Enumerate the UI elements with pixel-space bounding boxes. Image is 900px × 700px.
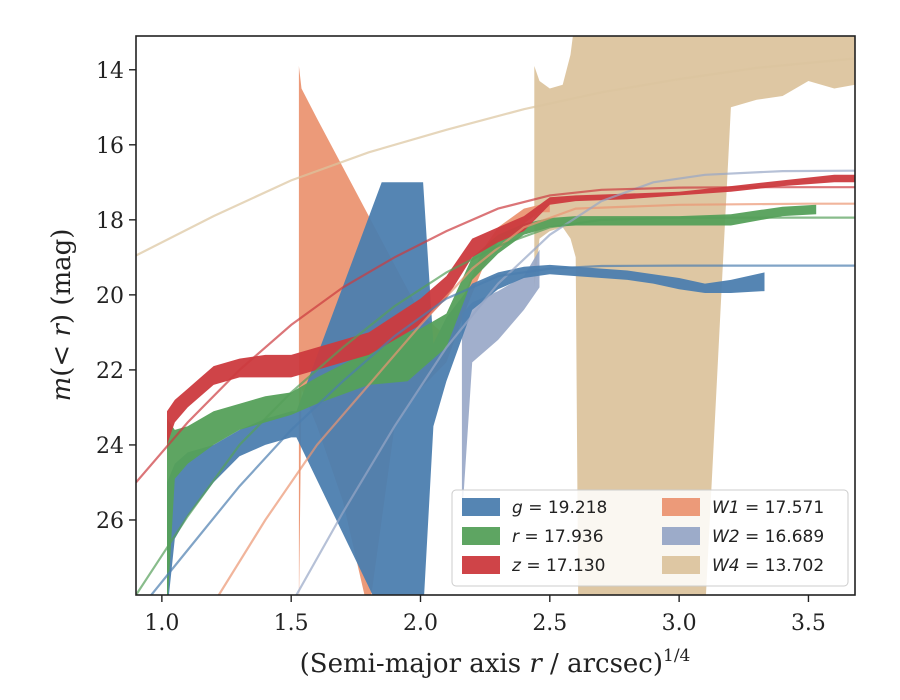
band-fill-w4 xyxy=(534,36,855,595)
legend-label: W2 = 16.689 xyxy=(712,527,824,547)
legend-item-z: z = 17.130 xyxy=(462,556,605,576)
legend-label: r = 17.936 xyxy=(512,527,604,547)
legend-band-value: = 17.571 xyxy=(740,498,825,518)
model-curve-g xyxy=(149,264,855,595)
legend-box xyxy=(451,489,849,587)
legend-item-w4: W4 = 13.702 xyxy=(662,556,824,576)
band-fill-r xyxy=(167,204,817,595)
x-tick-label: 2.5 xyxy=(532,611,567,636)
x-axis-title-suffix: / arcsec) xyxy=(542,649,663,679)
band-fills xyxy=(167,36,855,595)
x-axis-ticks: 1.0 1.5 2.0 2.5 3.0 3.5 xyxy=(144,595,826,636)
legend-band-name: W4 xyxy=(712,556,740,576)
legend-band-name: z xyxy=(511,556,522,576)
legend-band-value: = 13.702 xyxy=(740,556,825,576)
y-axis-ticks: 14 16 18 20 22 24 26 xyxy=(96,59,136,534)
model-curve-w2 xyxy=(295,169,855,595)
legend-swatch xyxy=(462,556,500,574)
legend-band-name: r xyxy=(512,527,520,547)
x-tick-label: 3.5 xyxy=(791,611,826,636)
y-axis-title-close: ) (mag) xyxy=(47,229,77,325)
legend-swatch xyxy=(662,498,700,516)
legend-band-value: = 19.218 xyxy=(523,498,608,518)
legend-band-value: = 16.689 xyxy=(740,527,825,547)
legend-band-value: = 17.130 xyxy=(521,556,606,576)
x-axis-title-var: r xyxy=(529,649,543,679)
legend-band-name: W1 xyxy=(712,498,740,518)
legend-band-value: = 17.936 xyxy=(519,527,604,547)
model-curve-r xyxy=(136,216,855,595)
legend-label: g = 19.218 xyxy=(512,498,607,518)
y-tick-label: 18 xyxy=(96,209,124,234)
y-axis-title: m(< r) (mag) xyxy=(47,229,77,402)
plot-frame xyxy=(135,35,856,596)
x-tick-label: 3.0 xyxy=(662,611,697,636)
legend-label: W1 = 17.571 xyxy=(712,498,824,518)
model-curve-z xyxy=(136,186,855,484)
x-tick-label: 1.0 xyxy=(144,611,179,636)
legend-label: z = 17.130 xyxy=(511,556,605,576)
y-tick-label: 16 xyxy=(96,134,124,159)
x-axis-title-exponent: 1/4 xyxy=(663,646,690,666)
y-axis-title-open: ( xyxy=(47,367,77,377)
y-tick-label: 24 xyxy=(96,434,124,459)
y-axis-title-lt: < r xyxy=(47,323,77,367)
x-axis-title: (Semi-major axis r / arcsec)1/4 xyxy=(300,646,691,679)
model-curves xyxy=(136,57,855,595)
legend-item-g: g = 19.218 xyxy=(462,498,607,518)
legend-swatch xyxy=(662,556,700,574)
legend-swatch xyxy=(662,527,700,545)
legend-swatch xyxy=(462,527,500,545)
x-tick-label: 1.5 xyxy=(274,611,309,636)
legend-swatch xyxy=(462,498,500,516)
y-tick-label: 22 xyxy=(96,359,124,384)
x-axis-title-prefix: (Semi-major axis xyxy=(300,649,530,679)
legend-item-r: r = 17.936 xyxy=(462,527,604,547)
band-fill-w2 xyxy=(461,249,540,521)
legend-band-name: W2 xyxy=(712,527,740,547)
y-axis-title-m: m xyxy=(47,377,77,402)
band-fill-z xyxy=(167,174,855,445)
model-curve-w1 xyxy=(217,202,855,595)
legend-band-name: g xyxy=(512,498,523,518)
x-tick-label: 2.0 xyxy=(403,611,438,636)
model-curve-w4 xyxy=(136,57,855,257)
y-tick-label: 20 xyxy=(96,284,124,309)
y-tick-label: 26 xyxy=(96,509,124,534)
legend-item-w1: W1 = 17.571 xyxy=(662,498,824,518)
y-tick-label: 14 xyxy=(96,59,124,84)
legend-label: W4 = 13.702 xyxy=(712,556,824,576)
legend-item-w2: W2 = 16.689 xyxy=(662,527,824,547)
